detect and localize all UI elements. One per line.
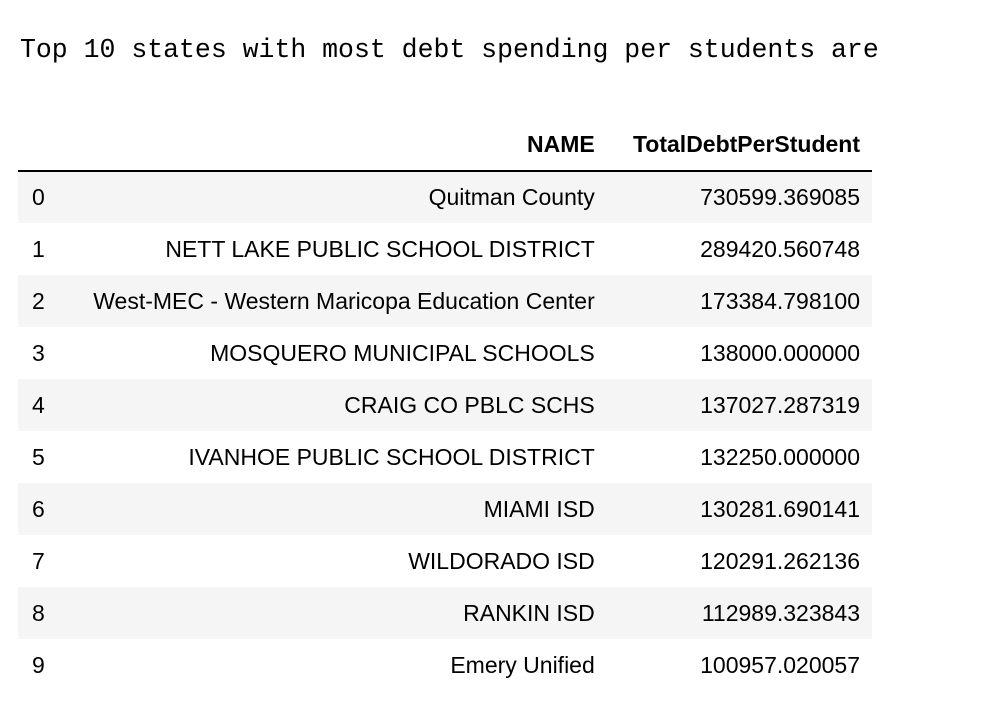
row-total-debt-per-student: 173384.798100: [700, 287, 860, 314]
row-name: Emery Unified: [450, 651, 595, 678]
table-row: 2 West-MEC - Western Maricopa Education …: [18, 275, 872, 327]
row-total-debt-per-student: 138000.000000: [700, 339, 860, 366]
table-row: 5 IVANHOE PUBLIC SCHOOL DISTRICT 132250.…: [18, 431, 872, 483]
row-name: NETT LAKE PUBLIC SCHOOL DISTRICT: [165, 235, 595, 262]
dataframe-table: NAME TotalDebtPerStudent 0 Quitman Count…: [18, 118, 872, 691]
row-name: MOSQUERO MUNICIPAL SCHOOLS: [210, 339, 595, 366]
row-index: 8: [32, 599, 45, 626]
row-name: IVANHOE PUBLIC SCHOOL DISTRICT: [188, 443, 595, 470]
row-total-debt-per-student: 130281.690141: [700, 495, 860, 522]
table-body: 0 Quitman County 730599.369085 1 NETT LA…: [18, 171, 872, 691]
header-row: NAME TotalDebtPerStudent: [18, 118, 872, 172]
table-row: 9 Emery Unified 100957.020057: [18, 639, 872, 691]
row-name: WILDORADO ISD: [408, 547, 595, 574]
row-total-debt-per-student: 120291.262136: [700, 547, 860, 574]
table-row: 8 RANKIN ISD 112989.323843: [18, 587, 872, 639]
row-index: 2: [32, 287, 45, 314]
table-row: 6 MIAMI ISD 130281.690141: [18, 483, 872, 535]
table-row: 3 MOSQUERO MUNICIPAL SCHOOLS 138000.0000…: [18, 327, 872, 379]
row-index: 3: [32, 339, 45, 366]
row-index: 0: [32, 184, 45, 210]
output-text: Top 10 states with most debt spending pe…: [20, 35, 879, 65]
row-total-debt-per-student: 112989.323843: [701, 599, 860, 626]
row-name: Quitman County: [428, 184, 595, 210]
name-column-header: NAME: [60, 118, 609, 172]
table-header: NAME TotalDebtPerStudent: [18, 118, 872, 172]
row-total-debt-per-student: 730599.369085: [700, 184, 860, 210]
row-index: 1: [32, 235, 45, 262]
table-row: 7 WILDORADO ISD 120291.262136: [18, 535, 872, 587]
index-column-header: [18, 118, 60, 172]
row-name: RANKIN ISD: [463, 599, 595, 626]
row-index: 4: [32, 391, 45, 418]
row-name: CRAIG CO PBLC SCHS: [344, 391, 595, 418]
table-row: 4 CRAIG CO PBLC SCHS 137027.287319: [18, 379, 872, 431]
table-row: 1 NETT LAKE PUBLIC SCHOOL DISTRICT 28942…: [18, 223, 872, 275]
row-index: 6: [32, 495, 45, 522]
row-name: MIAMI ISD: [483, 495, 595, 522]
row-total-debt-per-student: 289420.560748: [700, 235, 860, 262]
row-index: 7: [32, 547, 45, 574]
row-index: 5: [32, 443, 45, 470]
row-total-debt-per-student: 137027.287319: [700, 391, 860, 418]
row-total-debt-per-student: 100957.020057: [700, 651, 860, 678]
row-index: 9: [32, 651, 45, 678]
row-name: West-MEC - Western Maricopa Education Ce…: [93, 287, 595, 314]
total-debt-per-student-column-header: TotalDebtPerStudent: [608, 118, 872, 172]
table-row: 0 Quitman County 730599.369085: [18, 171, 872, 223]
row-total-debt-per-student: 132250.000000: [700, 443, 860, 470]
